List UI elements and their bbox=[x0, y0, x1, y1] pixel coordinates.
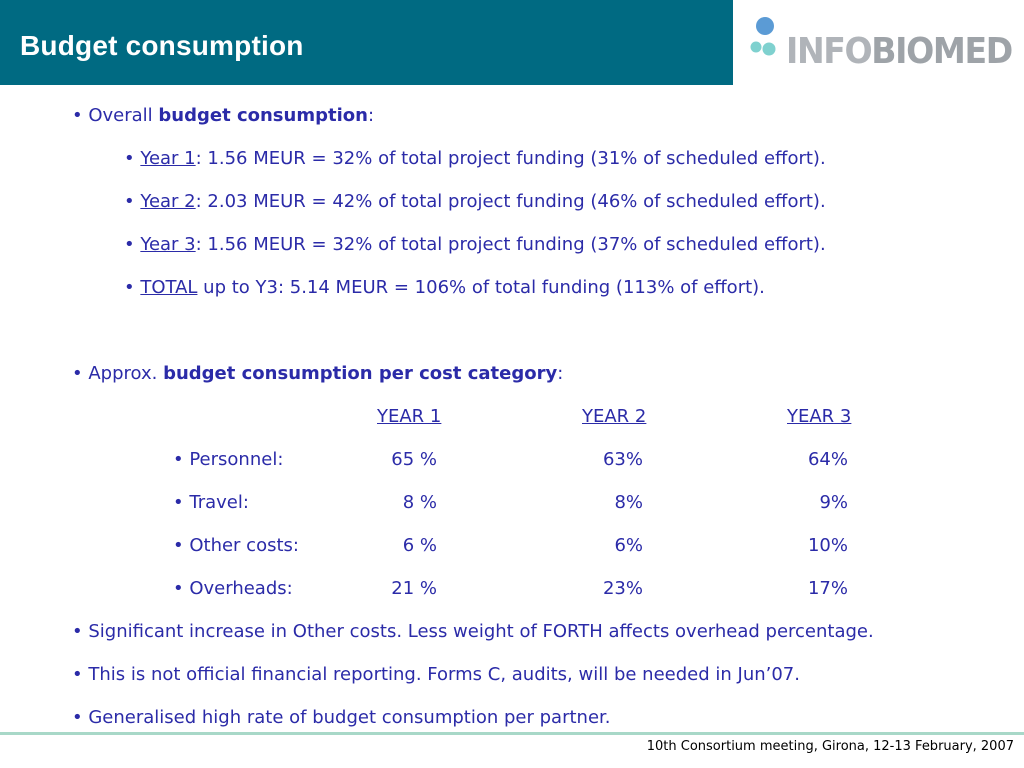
title-bar bbox=[0, 0, 733, 85]
overall-heading: • Overall budget consumption: bbox=[72, 105, 375, 126]
row-label: • Overheads: bbox=[173, 578, 293, 599]
cell-year3: 17% bbox=[807, 578, 848, 599]
cell-year3: 64% bbox=[807, 449, 848, 470]
list-item: • Year 1: 1.56 MEUR = 32% of total proje… bbox=[124, 148, 826, 169]
cell-year1: 8 % bbox=[402, 492, 437, 513]
list-item: • TOTAL up to Y3: 5.14 MEUR = 106% of to… bbox=[124, 277, 765, 298]
logo-dots-icon bbox=[750, 17, 776, 56]
column-header-year3: YEAR 3 bbox=[787, 406, 852, 427]
note-item: • This is not official financial reporti… bbox=[72, 664, 800, 685]
column-header-year2: YEAR 2 bbox=[582, 406, 647, 427]
footer-text: 10th Consortium meeting, Girona, 12-13 F… bbox=[646, 739, 1014, 754]
column-header-year1: YEAR 1 bbox=[377, 406, 442, 427]
row-label: • Personnel: bbox=[173, 449, 284, 470]
cell-year1: 65 % bbox=[391, 449, 437, 470]
cell-year3: 10% bbox=[807, 535, 848, 556]
cell-year1: 21 % bbox=[391, 578, 437, 599]
category-heading: • Approx. budget consumption per cost ca… bbox=[72, 363, 564, 384]
note-item: • Significant increase in Other costs. L… bbox=[72, 621, 874, 642]
cell-year2: 23% bbox=[602, 578, 643, 599]
logo-wordmark: INFOBIOMED bbox=[786, 31, 1013, 72]
cell-year3: 9% bbox=[819, 492, 848, 513]
note-item: • Generalised high rate of budget consum… bbox=[72, 707, 611, 728]
slide-title: Budget consumption bbox=[20, 30, 304, 61]
footer-divider bbox=[0, 732, 1024, 735]
list-item: • Year 3: 1.56 MEUR = 32% of total proje… bbox=[124, 234, 826, 255]
cell-year2: 63% bbox=[602, 449, 643, 470]
cell-year1: 6 % bbox=[402, 535, 437, 556]
row-label: • Travel: bbox=[173, 492, 249, 513]
cell-year2: 6% bbox=[614, 535, 643, 556]
row-label: • Other costs: bbox=[173, 535, 299, 556]
cell-year2: 8% bbox=[614, 492, 643, 513]
list-item: • Year 2: 2.03 MEUR = 42% of total proje… bbox=[124, 191, 826, 212]
